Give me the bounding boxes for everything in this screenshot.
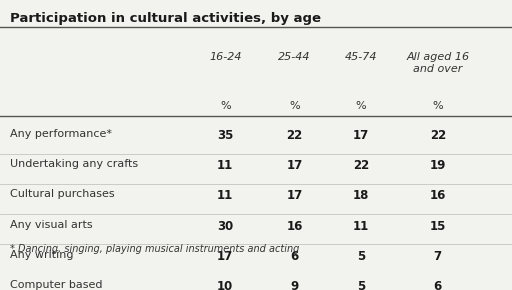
- Text: 5: 5: [357, 280, 365, 290]
- Text: 5: 5: [357, 250, 365, 263]
- Text: 45-74: 45-74: [345, 52, 377, 62]
- Text: 17: 17: [286, 189, 303, 202]
- Text: 17: 17: [353, 129, 369, 142]
- Text: 22: 22: [353, 160, 369, 173]
- Text: Any writing: Any writing: [10, 250, 74, 260]
- Text: 16-24: 16-24: [209, 52, 242, 62]
- Text: 22: 22: [286, 129, 303, 142]
- Text: 16: 16: [430, 189, 446, 202]
- Text: 30: 30: [217, 220, 233, 233]
- Text: 6: 6: [434, 280, 442, 290]
- Text: 10: 10: [217, 280, 233, 290]
- Text: 17: 17: [286, 160, 303, 173]
- Text: 11: 11: [217, 160, 233, 173]
- Text: Any performance*: Any performance*: [10, 129, 112, 139]
- Text: 16: 16: [286, 220, 303, 233]
- Text: Cultural purchases: Cultural purchases: [10, 189, 115, 200]
- Text: Any visual arts: Any visual arts: [10, 220, 93, 230]
- Text: %: %: [289, 101, 300, 110]
- Text: 35: 35: [217, 129, 233, 142]
- Text: Undertaking any crafts: Undertaking any crafts: [10, 160, 138, 169]
- Text: 22: 22: [430, 129, 446, 142]
- Text: 17: 17: [217, 250, 233, 263]
- Text: Participation in cultural activities, by age: Participation in cultural activities, by…: [10, 12, 321, 25]
- Text: %: %: [356, 101, 366, 110]
- Text: 6: 6: [290, 250, 298, 263]
- Text: All aged 16
and over: All aged 16 and over: [406, 52, 470, 74]
- Text: 25-44: 25-44: [278, 52, 311, 62]
- Text: Computer based: Computer based: [10, 280, 103, 290]
- Text: * Dancing, singing, playing musical instruments and acting: * Dancing, singing, playing musical inst…: [10, 244, 300, 253]
- Text: 18: 18: [353, 189, 369, 202]
- Text: 11: 11: [353, 220, 369, 233]
- Text: 11: 11: [217, 189, 233, 202]
- Text: 9: 9: [290, 280, 298, 290]
- Text: %: %: [433, 101, 443, 110]
- Text: 7: 7: [434, 250, 442, 263]
- Text: 15: 15: [430, 220, 446, 233]
- Text: 19: 19: [430, 160, 446, 173]
- Text: %: %: [220, 101, 230, 110]
